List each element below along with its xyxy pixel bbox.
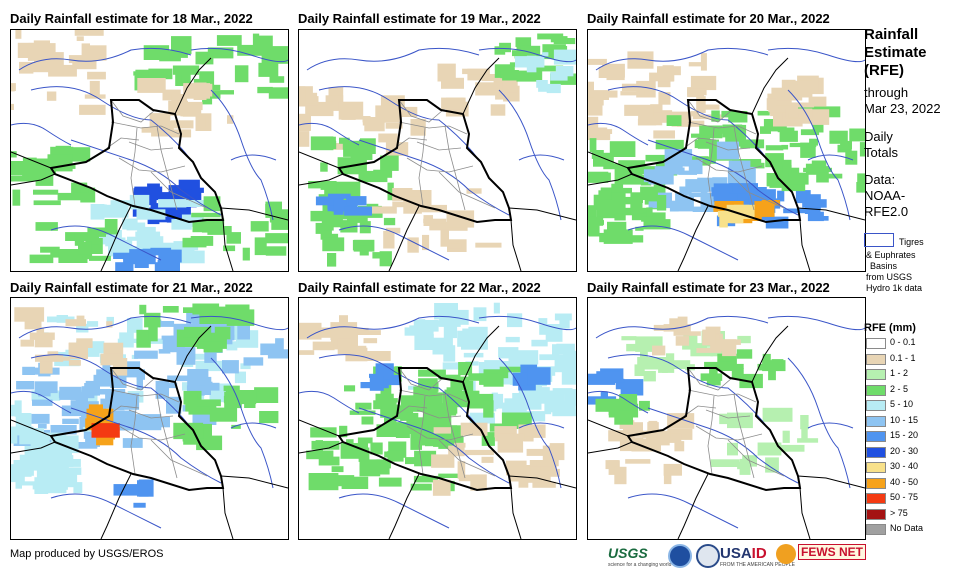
usgs-tagline: science for a changing world [608,562,672,568]
legend-swatch [866,462,886,473]
map-canvas [299,33,576,271]
map-canvas [299,302,576,539]
map-canvas [11,30,288,271]
legend-swatch [866,446,886,458]
basin-swatch [864,233,894,247]
legend-label: > 75 [890,507,908,518]
legend-label: 15 - 20 [890,430,919,440]
basin-label: Tigres [899,237,924,247]
legend-label: 40 - 50 [890,476,919,487]
panel-title-22: Daily Rainfall estimate for 22 Mar., 202… [298,280,541,295]
legend-label: 20 - 30 [890,445,919,456]
panel-title-20: Daily Rainfall estimate for 20 Mar., 202… [587,11,830,26]
through-date: through Mar 23, 2022 [864,85,941,116]
seal-logo [696,544,720,568]
rainfall-map-20 [587,29,866,272]
basin-source-note: & Euphrates Basins from USGS Hydro 1k da… [866,250,923,293]
panel-title-21: Daily Rainfall estimate for 21 Mar., 202… [10,280,253,295]
legend-swatch [866,508,886,520]
legend-label: 10 - 15 [890,414,919,425]
legend-label: 0.1 - 1 [890,352,916,363]
legend-label: 2 - 5 [890,383,909,394]
map-canvas [588,315,865,539]
rainfall-map-18 [10,29,289,272]
data-source: Data: NOAA- RFE2.0 [864,172,909,219]
legend-swatch [866,415,886,427]
map-canvas [588,47,865,271]
legend-label: No Data [890,523,924,533]
rainfall-map-21 [10,297,289,540]
legend-label: 30 - 40 [890,461,919,471]
legend-swatch [866,369,886,380]
legend-title: RFE (mm) [864,322,916,334]
legend-label: 50 - 75 [890,492,919,502]
usgs-logo: USGS [608,545,648,561]
legend-swatch [866,400,886,411]
legend-label: 1 - 2 [890,368,909,378]
legend-label: 5 - 10 [890,399,914,409]
rainfall-map-19 [298,29,577,272]
panel-title-23: Daily Rainfall estimate for 23 Mar., 202… [587,280,830,295]
fews-net-logo: FEWS NET [798,544,866,560]
panel-title-18: Daily Rainfall estimate for 18 Mar., 202… [10,11,253,26]
map-canvas [11,303,288,539]
map-credit: Map produced by USGS/EROS [10,548,164,560]
rainfall-map-22 [298,297,577,540]
legend-swatch [866,338,886,349]
usaid-tagline: FROM THE AMERICAN PEOPLE [720,562,795,568]
legend-swatch [866,524,886,535]
legend-swatch [866,477,886,489]
daily-totals-label: Daily Totals [864,129,898,160]
fews-net-globe-icon [776,544,796,564]
noaa-logo [668,544,692,568]
usaid-logo: USAID [720,545,767,562]
panel-title-19: Daily Rainfall estimate for 19 Mar., 202… [298,11,541,26]
legend-swatch [866,493,886,504]
legend-swatch [866,353,886,365]
legend-swatch [866,384,886,396]
product-title: Rainfall Estimate (RFE) [864,26,927,79]
legend-label: 0 - 0.1 [890,337,916,347]
rainfall-map-23 [587,297,866,540]
legend-swatch [866,431,886,442]
